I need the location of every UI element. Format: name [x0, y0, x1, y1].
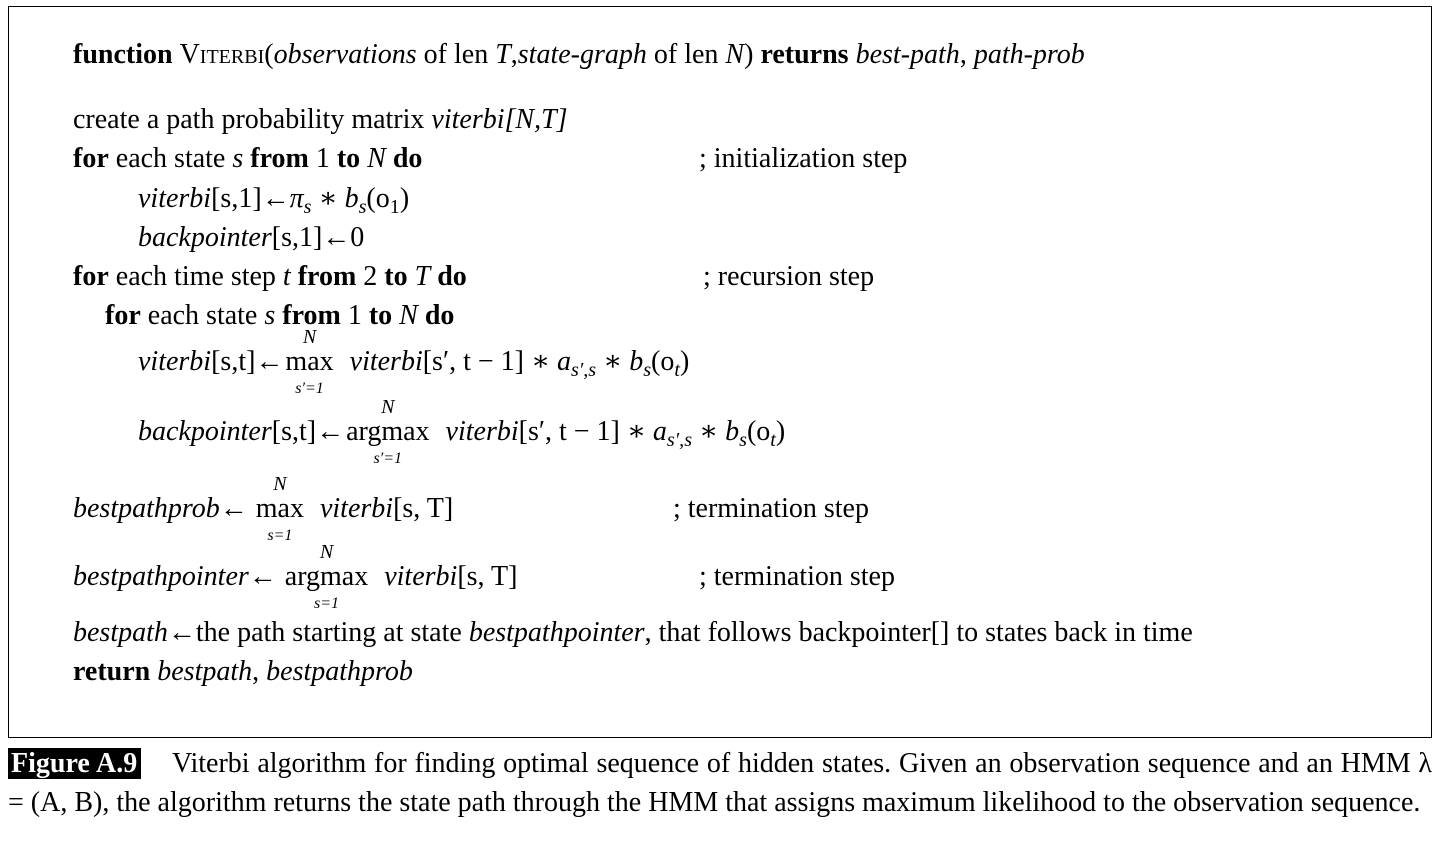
algorithm-box: function Viterbi(observations of len T,s… [8, 6, 1432, 738]
keyword-returns: returns [753, 39, 856, 70]
function-signature: function Viterbi(observations of len T,s… [73, 39, 1085, 70]
recursion-outer-loop-line: for each time step t from 2 to T do [73, 261, 467, 292]
comment-termination-1: ; termination step [673, 493, 869, 524]
init-loop-line: for each state s from 1 to N do [73, 143, 423, 174]
param-state-graph: state-graph [517, 39, 647, 70]
bestpath-line: bestpath←the path starting at state best… [73, 617, 1193, 648]
figure-caption: Figure A.9 Viterbi algorithm for finding… [8, 744, 1432, 822]
keyword-return: return [73, 656, 151, 687]
init-backpointer-line: backpointer[s,1]←0 [138, 222, 365, 253]
keyword-function: function [73, 39, 173, 70]
param-observations: observations [273, 39, 417, 70]
comment-recursion: ; recursion step [703, 261, 875, 292]
create-matrix-line: create a path probability matrix viterbi… [73, 104, 568, 135]
init-viterbi-line: viterbi[s,1]←πs ∗ bs(o1) [138, 183, 410, 219]
recursion-inner-loop-line: for each state s from 1 to N do [105, 300, 455, 331]
figure-label: Figure A.9 [8, 748, 142, 779]
comment-initialization: ; initialization step [699, 143, 908, 174]
comment-termination-2: ; termination step [699, 561, 895, 592]
caption-text: Viterbi algorithm for finding optimal se… [8, 748, 1433, 818]
return-line: return bestpath, bestpathprob [73, 656, 413, 687]
function-name: Viterbi [179, 39, 265, 70]
